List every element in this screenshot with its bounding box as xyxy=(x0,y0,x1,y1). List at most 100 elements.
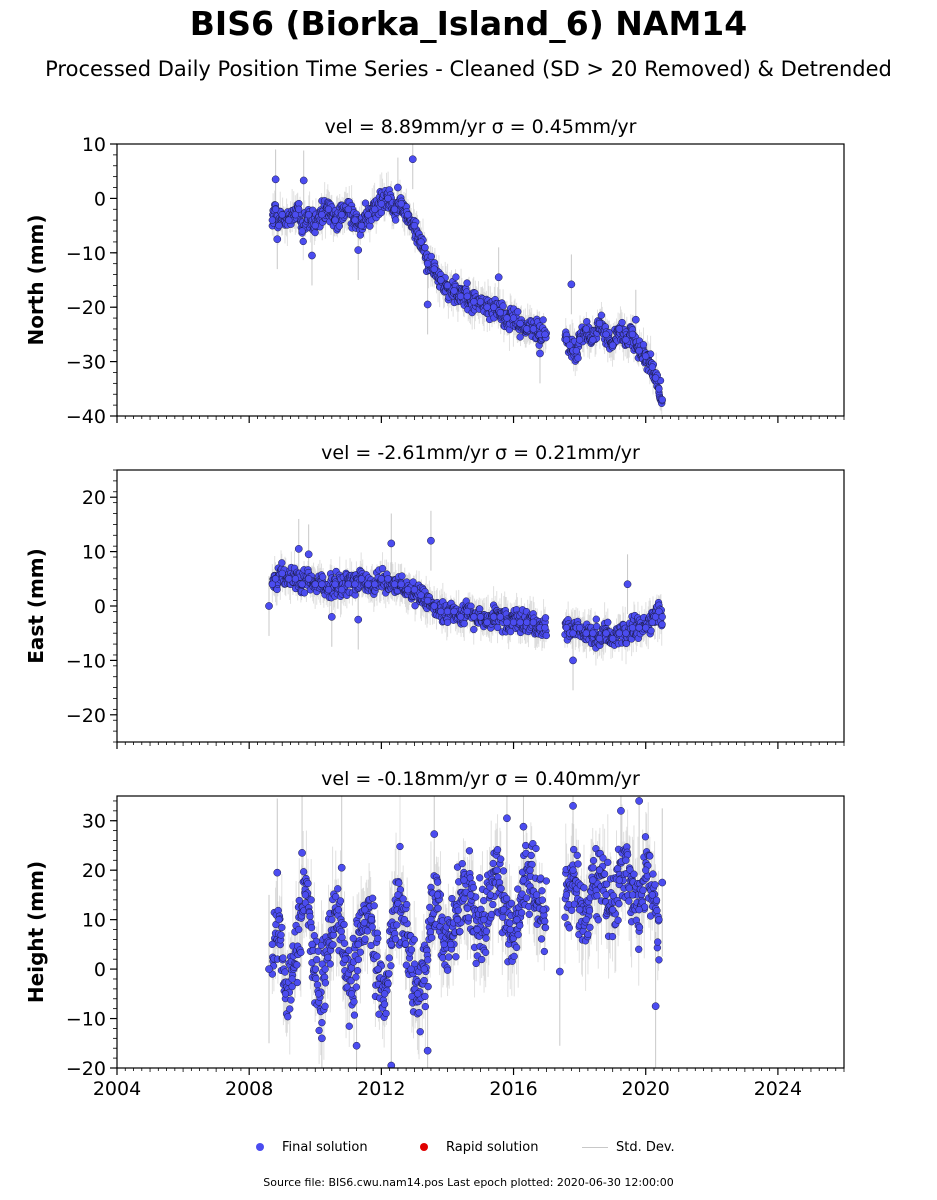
data-point xyxy=(420,976,428,985)
final-solution-marker-icon xyxy=(256,1143,264,1151)
data-point xyxy=(411,602,419,610)
data-point xyxy=(503,894,511,903)
data-point xyxy=(409,578,417,586)
data-point xyxy=(304,879,312,888)
data-point xyxy=(602,629,610,637)
data-point xyxy=(532,844,540,853)
data-point xyxy=(499,867,508,875)
data-point xyxy=(293,961,301,969)
data-point xyxy=(407,946,416,954)
data-point xyxy=(518,909,526,917)
data-point xyxy=(440,940,448,949)
data-point xyxy=(338,211,346,219)
data-point xyxy=(295,205,303,213)
data-point xyxy=(271,575,280,583)
data-point xyxy=(648,618,656,626)
data-point xyxy=(523,618,531,626)
data-point-outlier xyxy=(503,814,511,823)
data-point xyxy=(291,575,300,583)
data-point xyxy=(655,915,663,924)
data-point xyxy=(480,896,488,905)
legend-item-rapid: Rapid solution xyxy=(420,1137,538,1157)
data-point xyxy=(364,211,372,219)
data-point xyxy=(513,915,521,924)
data-point xyxy=(421,1002,430,1011)
data-point xyxy=(417,591,425,599)
data-point-outlier xyxy=(623,580,632,589)
data-point xyxy=(361,199,370,207)
data-point xyxy=(608,932,617,941)
data-point xyxy=(384,575,392,583)
data-point xyxy=(352,973,360,981)
data-point xyxy=(458,859,466,868)
data-point xyxy=(573,851,581,860)
data-point xyxy=(457,613,465,621)
data-point xyxy=(466,891,475,899)
data-point xyxy=(655,956,663,964)
data-point xyxy=(463,279,471,287)
data-point xyxy=(537,935,546,943)
data-point xyxy=(562,891,571,899)
data-point xyxy=(374,934,382,943)
figure-title: BIS6 (Biorka_Island_6) NAM14 xyxy=(189,4,748,43)
y-tick-label: 20 xyxy=(82,860,106,882)
data-point xyxy=(473,925,481,934)
data-point xyxy=(328,915,336,924)
data-point xyxy=(340,920,348,929)
data-point xyxy=(628,330,637,339)
data-point xyxy=(423,596,432,605)
y-axis-label: East (mm) xyxy=(24,548,48,664)
data-point xyxy=(443,607,452,616)
data-point xyxy=(582,915,590,924)
data-point xyxy=(639,341,648,349)
data-point xyxy=(496,308,504,317)
data-point xyxy=(278,569,286,578)
data-point xyxy=(278,211,286,219)
data-point xyxy=(589,876,597,884)
data-point xyxy=(562,624,571,632)
y-tick-label: 20 xyxy=(82,487,106,509)
data-point xyxy=(380,1000,389,1008)
data-point xyxy=(509,618,518,626)
data-point xyxy=(514,931,522,939)
y-tick-label: −40 xyxy=(66,406,106,428)
data-point xyxy=(648,891,656,899)
data-point xyxy=(615,629,623,637)
data-point xyxy=(443,966,452,974)
data-point-outlier xyxy=(567,280,576,289)
data-point xyxy=(344,580,352,588)
data-point xyxy=(387,940,395,949)
panel-1: 10 0 −10 −20 −30 −40 vel = 8.89mm/yr σ = 0.45m… xyxy=(24,116,845,428)
data-point xyxy=(602,330,610,339)
data-point xyxy=(347,990,356,998)
data-point xyxy=(562,336,571,344)
data-point xyxy=(305,575,313,583)
data-point xyxy=(539,906,547,914)
data-point xyxy=(561,913,569,921)
data-point xyxy=(311,965,320,973)
data-point xyxy=(529,618,538,626)
data-point xyxy=(604,618,612,626)
data-point-outlier xyxy=(423,1046,432,1055)
data-point xyxy=(522,894,531,902)
data-point xyxy=(489,900,497,909)
data-point-outlier xyxy=(423,300,432,309)
data-point xyxy=(336,897,345,905)
y-tick-label: −10 xyxy=(66,1009,106,1031)
data-point-outlier xyxy=(294,545,303,553)
data-point xyxy=(476,298,485,306)
data-point xyxy=(464,914,473,922)
data-point xyxy=(651,374,660,382)
data-point xyxy=(470,613,478,621)
data-point xyxy=(281,968,289,976)
data-point xyxy=(351,580,359,588)
data-point xyxy=(652,896,661,904)
data-point xyxy=(356,948,364,956)
data-point xyxy=(497,885,505,893)
data-point xyxy=(483,618,491,626)
data-point xyxy=(490,613,498,621)
data-point-outlier xyxy=(304,550,313,559)
data-point xyxy=(476,874,484,882)
data-point-outlier xyxy=(408,155,417,164)
data-point xyxy=(639,886,647,894)
